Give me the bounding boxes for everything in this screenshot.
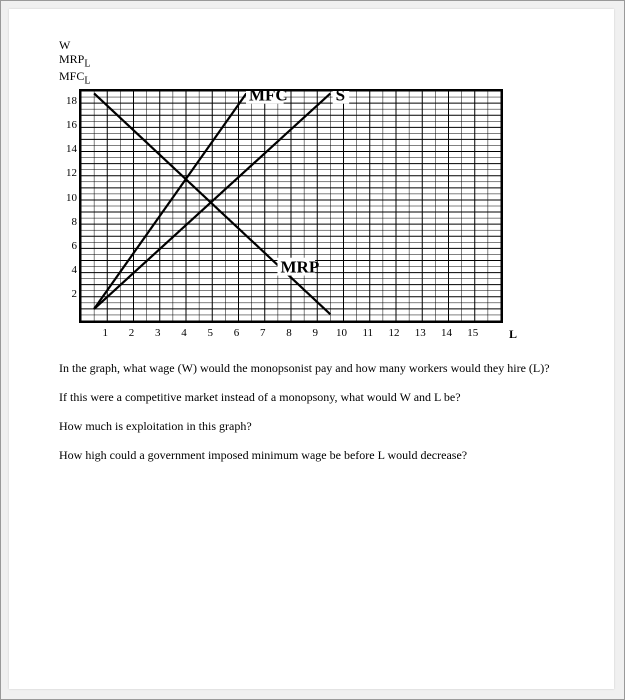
- x-tick: 8: [286, 327, 292, 339]
- x-tick: 7: [260, 327, 266, 339]
- x-tick: 2: [129, 327, 135, 339]
- y-axis-ticks: 2 4 6 8 10 12 14 16 18: [59, 89, 77, 319]
- y-tick: 4: [72, 264, 78, 276]
- x-tick: 5: [208, 327, 214, 339]
- y-axis-title: W MRPL MFCL: [59, 39, 564, 87]
- x-axis-label: L: [509, 327, 517, 342]
- x-tick: 11: [362, 327, 373, 339]
- question-3: How much is exploitation in this graph?: [59, 419, 564, 434]
- question-1: In the graph, what wage (W) would the mo…: [59, 361, 564, 376]
- y-tick: 8: [72, 216, 78, 228]
- x-tick: 1: [103, 327, 109, 339]
- chart-container: 24681012141618 MFCSMRP L 123456789101112…: [79, 89, 519, 343]
- x-tick: 15: [467, 327, 478, 339]
- svg-text:MRP: MRP: [281, 257, 320, 276]
- y-tick: 10: [66, 192, 77, 204]
- question-list: In the graph, what wage (W) would the mo…: [59, 361, 564, 463]
- y-title-mrp: MRPL: [59, 53, 564, 70]
- page: W MRPL MFCL 24681012141618 MFCSMRP L 123…: [9, 9, 614, 689]
- x-tick: 6: [234, 327, 240, 339]
- y-tick: 16: [66, 119, 77, 131]
- y-tick: 6: [72, 240, 78, 252]
- question-2: If this were a competitive market instea…: [59, 390, 564, 405]
- y-tick: 12: [66, 167, 77, 179]
- x-tick: 13: [415, 327, 426, 339]
- x-axis-ticks: L 123456789101112131415: [79, 327, 499, 343]
- y-title-mfc: MFCL: [59, 70, 564, 87]
- x-tick: 9: [313, 327, 319, 339]
- svg-text:S: S: [336, 89, 345, 105]
- svg-text:MFC: MFC: [249, 89, 288, 105]
- question-4: How high could a government imposed mini…: [59, 448, 564, 463]
- y-tick: 14: [66, 143, 77, 155]
- monopsony-chart: MFC S MRP: [79, 89, 503, 323]
- x-tick: 10: [336, 327, 347, 339]
- y-tick: 2: [72, 288, 78, 300]
- x-tick: 4: [181, 327, 187, 339]
- x-tick: 3: [155, 327, 161, 339]
- x-tick: 12: [389, 327, 400, 339]
- y-tick: 18: [66, 95, 77, 107]
- y-title-w: W: [59, 39, 564, 53]
- x-tick: 14: [441, 327, 452, 339]
